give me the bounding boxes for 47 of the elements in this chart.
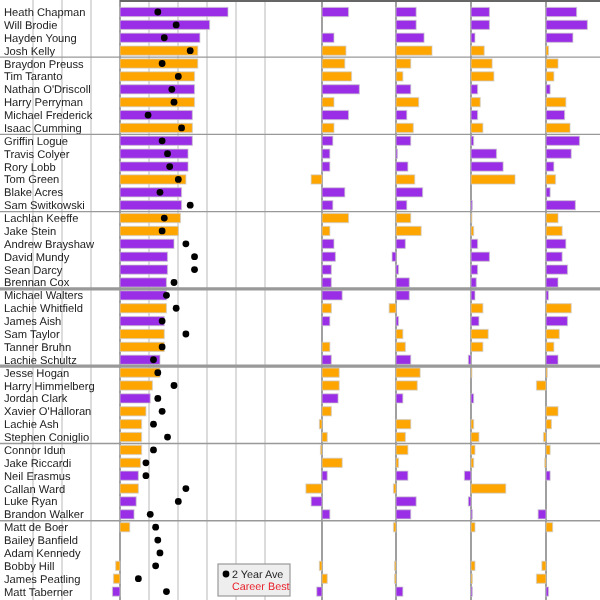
point: [160, 34, 168, 42]
point: [163, 291, 170, 299]
point: [156, 188, 164, 196]
point: [158, 137, 166, 145]
point: [174, 176, 182, 183]
point: [168, 85, 176, 93]
point: [170, 279, 178, 286]
point: [182, 330, 190, 338]
point: [154, 536, 162, 544]
point: [150, 446, 157, 454]
point: [164, 150, 171, 158]
point: [160, 214, 168, 222]
point: [158, 343, 166, 351]
point: [158, 227, 166, 235]
point: [158, 407, 166, 415]
point: [182, 485, 190, 492]
point: [154, 395, 162, 402]
point: [158, 317, 166, 325]
point: [191, 266, 198, 273]
point: [172, 304, 180, 312]
point: [146, 510, 154, 518]
point: [163, 588, 170, 595]
point: [134, 575, 142, 583]
point: [174, 73, 182, 80]
point: [164, 433, 171, 441]
point: [170, 98, 178, 106]
point: [150, 356, 157, 364]
point: [152, 562, 160, 570]
point: [154, 8, 162, 16]
point: [158, 60, 166, 67]
point: [172, 21, 180, 29]
point: [191, 253, 198, 261]
point: [186, 47, 194, 55]
point: [170, 382, 178, 389]
point: [156, 549, 164, 557]
point: [144, 111, 152, 119]
point: [150, 420, 157, 428]
point: [152, 523, 160, 531]
point: [182, 240, 190, 248]
point: [178, 124, 185, 132]
point: [154, 369, 162, 377]
point: [142, 472, 150, 480]
bar: [321, 6, 350, 18]
point: [186, 201, 194, 209]
point: [174, 498, 182, 505]
point: [166, 163, 174, 170]
point: [142, 459, 150, 467]
